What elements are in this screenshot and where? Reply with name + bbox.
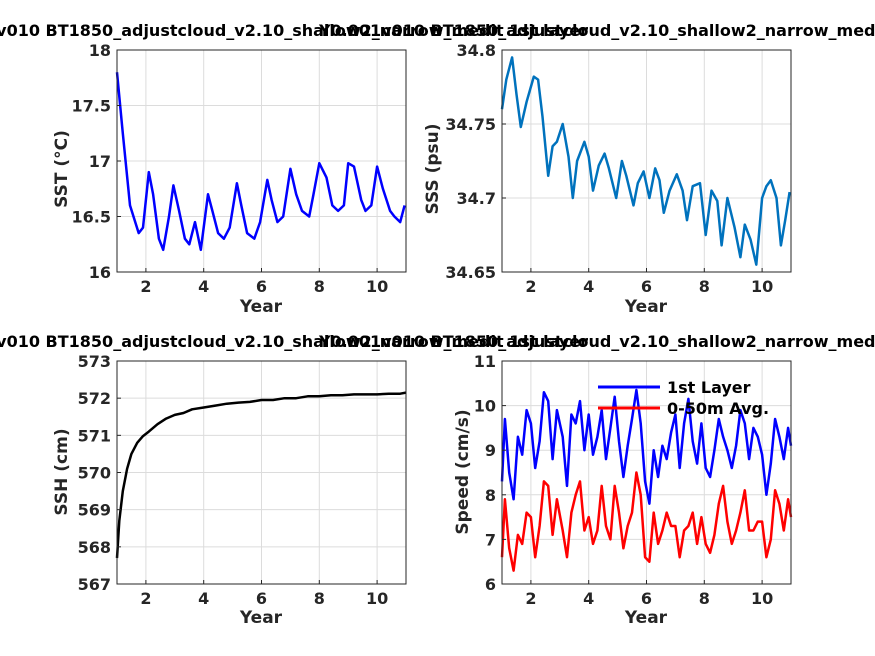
y-tick-label: 16.5 <box>72 208 111 227</box>
x-tick-label: 4 <box>198 589 209 608</box>
y-tick-label: 9 <box>485 441 496 460</box>
panel-title: Y0.001v010 BT1850_adjustcloud_v2.10_shal… <box>0 332 588 351</box>
plot-area: 2 4 6 8 10 6 7 8 9 10 11 <box>474 352 793 608</box>
series-line <box>115 391 407 559</box>
y-tick-label: 34.7 <box>457 189 496 208</box>
legend-label: 0-50m Avg. <box>667 399 769 418</box>
y-tick-label: 569 <box>78 501 111 520</box>
x-tick-label: 6 <box>641 277 652 296</box>
x-axis-label: Year <box>239 608 283 628</box>
y-tick-label: 11 <box>474 352 496 371</box>
series-line <box>500 56 791 266</box>
y-tick-label: 10 <box>474 397 496 416</box>
y-tick-label: 6 <box>485 575 496 594</box>
plot-area: 2 4 6 8 10 34.65 34.7 34.75 34.8 <box>445 41 792 296</box>
plot-area: 2 4 6 8 10 567 568 569 570 571 572 573 <box>78 352 407 608</box>
x-tick-label: 2 <box>525 589 536 608</box>
y-axis-label: SST (°C) <box>52 130 72 208</box>
y-tick-label: 17.5 <box>72 97 111 116</box>
y-axis-label: SSS (psu) <box>423 123 443 214</box>
y-tick-label: 34.65 <box>445 263 496 282</box>
panel-title: Y0.001v010 BT1850_adjustcloud_v2.10_shal… <box>318 21 875 40</box>
x-tick-label: 8 <box>699 277 710 296</box>
x-tick-label: 2 <box>140 589 151 608</box>
panel-sss: Y0.001v010 BT1850_adjustcloud_v2.10_shal… <box>318 21 875 317</box>
panel-speed: Y0.001v010 BT1850_adjustcloud_v2.10_shal… <box>318 332 875 628</box>
x-tick-label: 4 <box>583 277 594 296</box>
x-tick-label: 8 <box>699 589 710 608</box>
x-tick-label: 8 <box>314 277 325 296</box>
x-tick-label: 10 <box>751 277 773 296</box>
x-tick-label: 10 <box>366 589 388 608</box>
x-axis-label: Year <box>624 608 668 628</box>
y-tick-label: 17 <box>89 152 111 171</box>
y-tick-label: 567 <box>78 575 111 594</box>
y-tick-label: 34.8 <box>457 41 496 60</box>
x-tick-label: 4 <box>198 277 209 296</box>
x-tick-label: 10 <box>751 589 773 608</box>
x-axis-label: Year <box>239 297 283 317</box>
x-tick-label: 6 <box>641 589 652 608</box>
x-tick-label: 8 <box>314 589 325 608</box>
y-tick-label: 18 <box>89 41 111 60</box>
x-tick-label: 10 <box>366 277 388 296</box>
y-tick-label: 7 <box>485 530 496 549</box>
y-tick-label: 34.75 <box>445 115 496 134</box>
series-line <box>115 72 406 252</box>
y-tick-label: 570 <box>78 464 111 483</box>
x-tick-label: 2 <box>525 277 536 296</box>
y-tick-label: 568 <box>78 538 111 557</box>
x-tick-label: 6 <box>256 589 267 608</box>
panel-title: Y0.001v010 BT1850_adjustcloud_v2.10_shal… <box>0 21 588 40</box>
panel-title: Y0.001v010 BT1850_adjustcloud_v2.10_shal… <box>318 332 875 351</box>
legend: 1st Layer 0-50m Avg. <box>598 378 769 418</box>
series-line <box>500 471 793 572</box>
legend-label: 1st Layer <box>667 378 751 397</box>
y-axis-label: SSH (cm) <box>52 428 72 515</box>
panel-sst: Y0.001v010 BT1850_adjustcloud_v2.10_shal… <box>0 21 588 317</box>
y-axis-label: Speed (cm/s) <box>453 409 473 534</box>
y-tick-label: 573 <box>78 352 111 371</box>
y-tick-label: 572 <box>78 389 111 408</box>
x-axis-label: Year <box>624 297 668 317</box>
y-tick-label: 571 <box>78 426 111 445</box>
x-tick-label: 4 <box>583 589 594 608</box>
y-tick-label: 16 <box>89 263 111 282</box>
plot-area: 2 4 6 8 10 16 16.5 17 17.5 18 <box>72 41 407 296</box>
panel-ssh: Y0.001v010 BT1850_adjustcloud_v2.10_shal… <box>0 332 588 628</box>
x-tick-label: 2 <box>140 277 151 296</box>
x-tick-label: 6 <box>256 277 267 296</box>
y-tick-label: 8 <box>485 486 496 505</box>
series-line <box>500 388 793 505</box>
